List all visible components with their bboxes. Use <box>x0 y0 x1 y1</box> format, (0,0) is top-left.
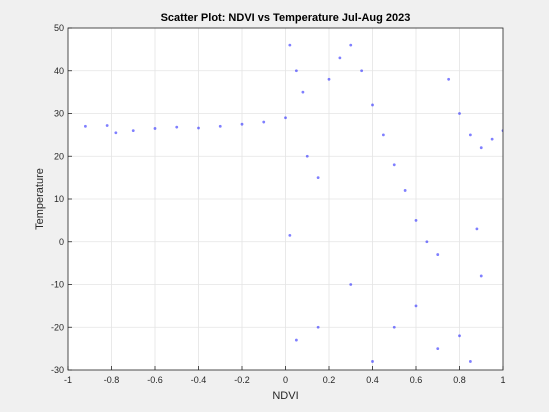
x-tick-label: -1 <box>64 375 72 385</box>
x-tick-label: 0.2 <box>323 375 336 385</box>
y-tick-label: 10 <box>54 194 64 204</box>
scatter-point <box>468 360 472 363</box>
scatter-point <box>458 334 461 338</box>
x-tick-label: -0.2 <box>234 375 250 385</box>
y-tick-label: 20 <box>54 151 64 161</box>
scatter-point <box>425 240 429 244</box>
scatter-point <box>447 77 451 81</box>
scatter-point <box>294 338 298 342</box>
scatter-point <box>475 227 479 231</box>
x-tick-label: -0.6 <box>147 375 163 385</box>
x-tick-label: -0.4 <box>191 375 207 385</box>
scatter-point <box>288 43 292 47</box>
scatter-point <box>294 69 298 73</box>
scatter-point <box>436 347 440 351</box>
scatter-point <box>468 133 472 137</box>
scatter-point <box>338 56 342 60</box>
scatter-point <box>458 112 461 115</box>
scatter-point <box>490 137 494 141</box>
y-tick-label: 30 <box>54 109 64 119</box>
scatter-point <box>436 253 440 256</box>
x-axis-label: NDVI <box>272 390 298 402</box>
y-tick-label: -30 <box>51 365 64 375</box>
scatter-point <box>479 146 483 150</box>
scatter-point <box>175 125 179 129</box>
scatter-point <box>218 124 222 128</box>
x-tick-label: -0.8 <box>104 375 120 385</box>
plot-area: -1 -0.8 -0.6 -0.4 -0.2 0 0.2 0.4 0.6 0.8 1 -30-20-… <box>51 23 506 385</box>
scatter-points <box>84 43 503 363</box>
scatter-point <box>288 233 292 237</box>
scatter-point <box>114 131 118 135</box>
y-tick-label: 50 <box>54 23 64 33</box>
scatter-point <box>349 283 353 286</box>
scatter-point <box>316 176 320 180</box>
y-tick-label: 0 <box>59 237 64 247</box>
scatter-point <box>316 325 320 329</box>
scatter-point <box>392 163 396 167</box>
scatter-point <box>360 69 364 73</box>
y-tick-label: 40 <box>54 66 64 76</box>
scatter-point <box>327 77 331 81</box>
y-axis-label: Temperature <box>34 168 46 230</box>
y-tick-label: -10 <box>51 280 64 290</box>
y-axis-ticks: -30 -20 -10 0 10 20 30 40 50 <box>51 23 72 375</box>
scatter-point <box>284 116 287 120</box>
scatter-point <box>197 126 200 130</box>
scatter-point <box>105 124 109 127</box>
x-tick-label: 0.8 <box>453 375 466 385</box>
scatter-point <box>305 154 309 158</box>
x-axis-ticks: -1 -0.8 -0.6 -0.4 -0.2 0 0.2 0.4 0.6 0.8 1 <box>64 366 506 385</box>
scatter-point <box>392 325 396 329</box>
scatter-point <box>301 90 305 94</box>
scatter-point <box>414 218 418 222</box>
scatter-point <box>403 189 407 192</box>
x-tick-label: 0.6 <box>410 375 423 385</box>
chart-title: Scatter Plot: NDVI vs Temperature Jul-Au… <box>161 12 411 24</box>
y-tick-label: -20 <box>51 322 64 332</box>
scatter-point <box>131 129 135 133</box>
x-tick-label: 0 <box>283 375 288 385</box>
scatter-point <box>84 124 87 128</box>
x-tick-label: 0.4 <box>366 375 379 385</box>
scatter-point <box>153 127 157 130</box>
scatter-point <box>381 133 385 137</box>
scatter-point <box>371 103 374 107</box>
scatter-point <box>240 122 244 126</box>
x-tick-label: 1 <box>500 375 505 385</box>
scatter-point <box>414 304 418 308</box>
scatter-point <box>262 120 266 124</box>
scatter-point <box>371 360 374 363</box>
scatter-point <box>349 43 353 47</box>
scatter-point <box>479 274 483 278</box>
